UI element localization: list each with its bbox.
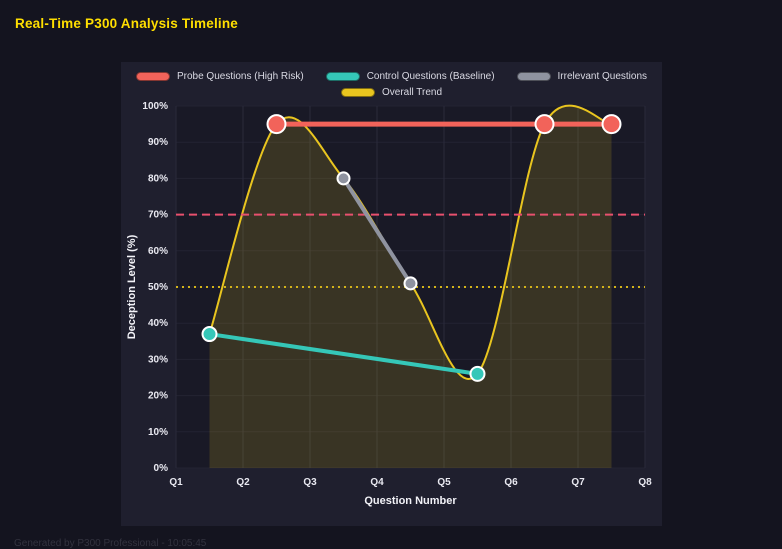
y-tick-label: 30%	[148, 354, 168, 365]
legend-label-trend: Overall Trend	[381, 87, 443, 98]
footer-caption: Generated by P300 Professional - 10:05:4…	[14, 538, 207, 549]
x-axis-title: Question Number	[364, 495, 457, 507]
control-swatch-icon	[325, 72, 360, 81]
trend-swatch-icon	[340, 88, 375, 97]
irrelevant-swatch-icon	[516, 72, 551, 81]
y-tick-label: 60%	[148, 246, 168, 257]
y-axis-title: Deception Level (%)	[126, 234, 138, 339]
control-line	[207, 332, 480, 376]
y-tick-label: 10%	[148, 427, 168, 438]
irrelevant-point[interactable]	[403, 276, 418, 291]
probe-point[interactable]	[266, 114, 287, 135]
irrelevant-line	[341, 176, 413, 286]
y-tick-label: 70%	[148, 210, 168, 221]
y-tick-label: 50%	[148, 282, 168, 293]
y-tick-label: 0%	[154, 463, 169, 474]
y-tick-label: 100%	[142, 101, 168, 112]
irrelevant-point[interactable]	[336, 171, 351, 186]
x-tick-label: Q8	[638, 477, 652, 488]
y-tick-label: 90%	[148, 137, 168, 148]
x-tick-label: Q5	[437, 477, 451, 488]
x-tick-label: Q3	[303, 477, 317, 488]
x-tick-label: Q4	[370, 477, 384, 488]
x-tick-label: Q7	[571, 477, 585, 488]
legend-item-trend[interactable]: Overall Trend	[340, 87, 443, 98]
chart-panel: Probe Questions (High Risk) Control Ques…	[121, 62, 662, 526]
x-tick-label: Q6	[504, 477, 518, 488]
legend-row-1: Probe Questions (High Risk) Control Ques…	[135, 71, 648, 82]
control-point[interactable]	[201, 326, 218, 343]
timeline-chart: Q1 Q2 Q3 Q4 Q5 Q6 Q7 Q8 0% 10% 20% 30% 40% 50% 60% 70% 8…	[126, 101, 652, 507]
legend-label-irrelevant: Irrelevant Questions	[557, 71, 648, 82]
probe-point[interactable]	[534, 114, 555, 135]
legend-row-2: Overall Trend	[340, 87, 443, 98]
legend-item-control[interactable]: Control Questions (Baseline)	[325, 71, 495, 82]
legend-item-irrelevant[interactable]: Irrelevant Questions	[516, 71, 648, 82]
legend-label-probe: Probe Questions (High Risk)	[176, 71, 304, 82]
page-title: Real-Time P300 Analysis Timeline	[15, 16, 239, 31]
probe-point[interactable]	[601, 114, 622, 135]
y-tick-label: 40%	[148, 318, 168, 329]
probe-swatch-icon	[135, 72, 170, 81]
legend-item-probe[interactable]: Probe Questions (High Risk)	[135, 71, 304, 82]
control-point[interactable]	[469, 365, 486, 382]
x-tick-label: Q1	[169, 477, 183, 488]
y-tick-label: 80%	[148, 173, 168, 184]
y-tick-label: 20%	[148, 391, 168, 402]
x-tick-label: Q2	[236, 477, 250, 488]
legend-label-control: Control Questions (Baseline)	[366, 71, 495, 82]
chart-legend: Probe Questions (High Risk) Control Ques…	[121, 62, 662, 98]
